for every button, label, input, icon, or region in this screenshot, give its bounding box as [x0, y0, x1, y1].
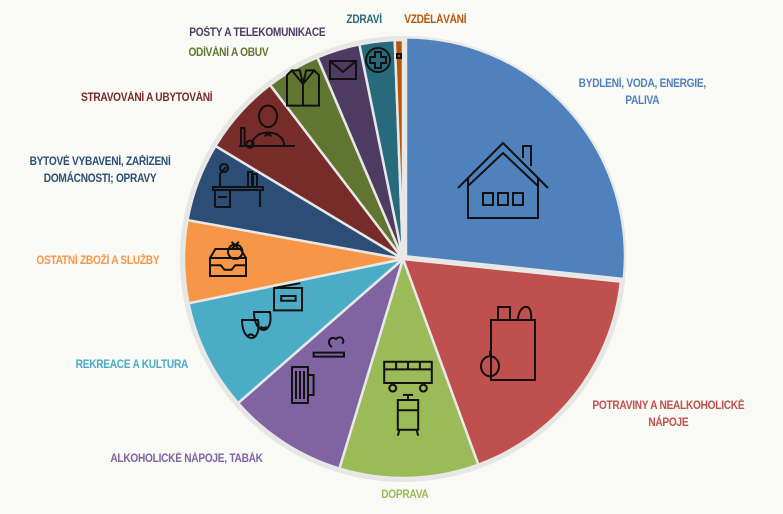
house-icon [457, 141, 549, 219]
label-bydleni: BYDLENÍ, VODA, ENERGIE, PALIVA [578, 78, 706, 107]
envelope-icon [329, 60, 357, 80]
pie-slice [187, 256, 408, 405]
label-rekreace: REKREACE A KULTURA [75, 359, 189, 371]
label-posty: POŠTY A TELEKOMUNIKACE [189, 27, 326, 39]
inbox-icon [209, 241, 247, 277]
label-vzdelavani: VZDĚLÁVÁNÍ [404, 14, 467, 26]
health-cross-icon [365, 47, 392, 73]
pie-slice [236, 255, 406, 471]
label-zdravi: ZDRAVÍ [346, 14, 382, 26]
label-odivani: ODÍVÁNÍ A OBUV [188, 47, 269, 59]
jacket-icon [285, 68, 321, 107]
pie-slice [404, 36, 627, 281]
grocery-bag-icon [480, 305, 536, 381]
bus-tram-icon [383, 360, 433, 436]
label-stravovani: STRAVOVÁNÍ A UBYTOVÁNÍ [80, 92, 213, 104]
label-doprava: DOPRAVA [381, 489, 429, 501]
theater-masks-icon [240, 282, 304, 339]
beer-cigarette-icon [290, 336, 346, 405]
label-ostatni: OSTATNÍ ZBOŽÍ A SLUŽBY [36, 255, 160, 267]
desk-icon [212, 163, 264, 208]
label-potraviny: POTRAVINY A NEALKOHOLICKÉ NÁPOJE [592, 400, 745, 429]
label-alkohol: ALKOHOLICKÉ NÁPOJE, TABÁK [110, 453, 263, 465]
education-icon [396, 53, 402, 59]
pie-slice [401, 257, 623, 467]
label-bytove: BYTOVÉ VYBAVENÍ, ZAŘÍZENÍ DOMÁCNOSTI; OPR… [29, 156, 171, 185]
pie-slice [393, 38, 405, 260]
waiter-icon [239, 104, 296, 149]
